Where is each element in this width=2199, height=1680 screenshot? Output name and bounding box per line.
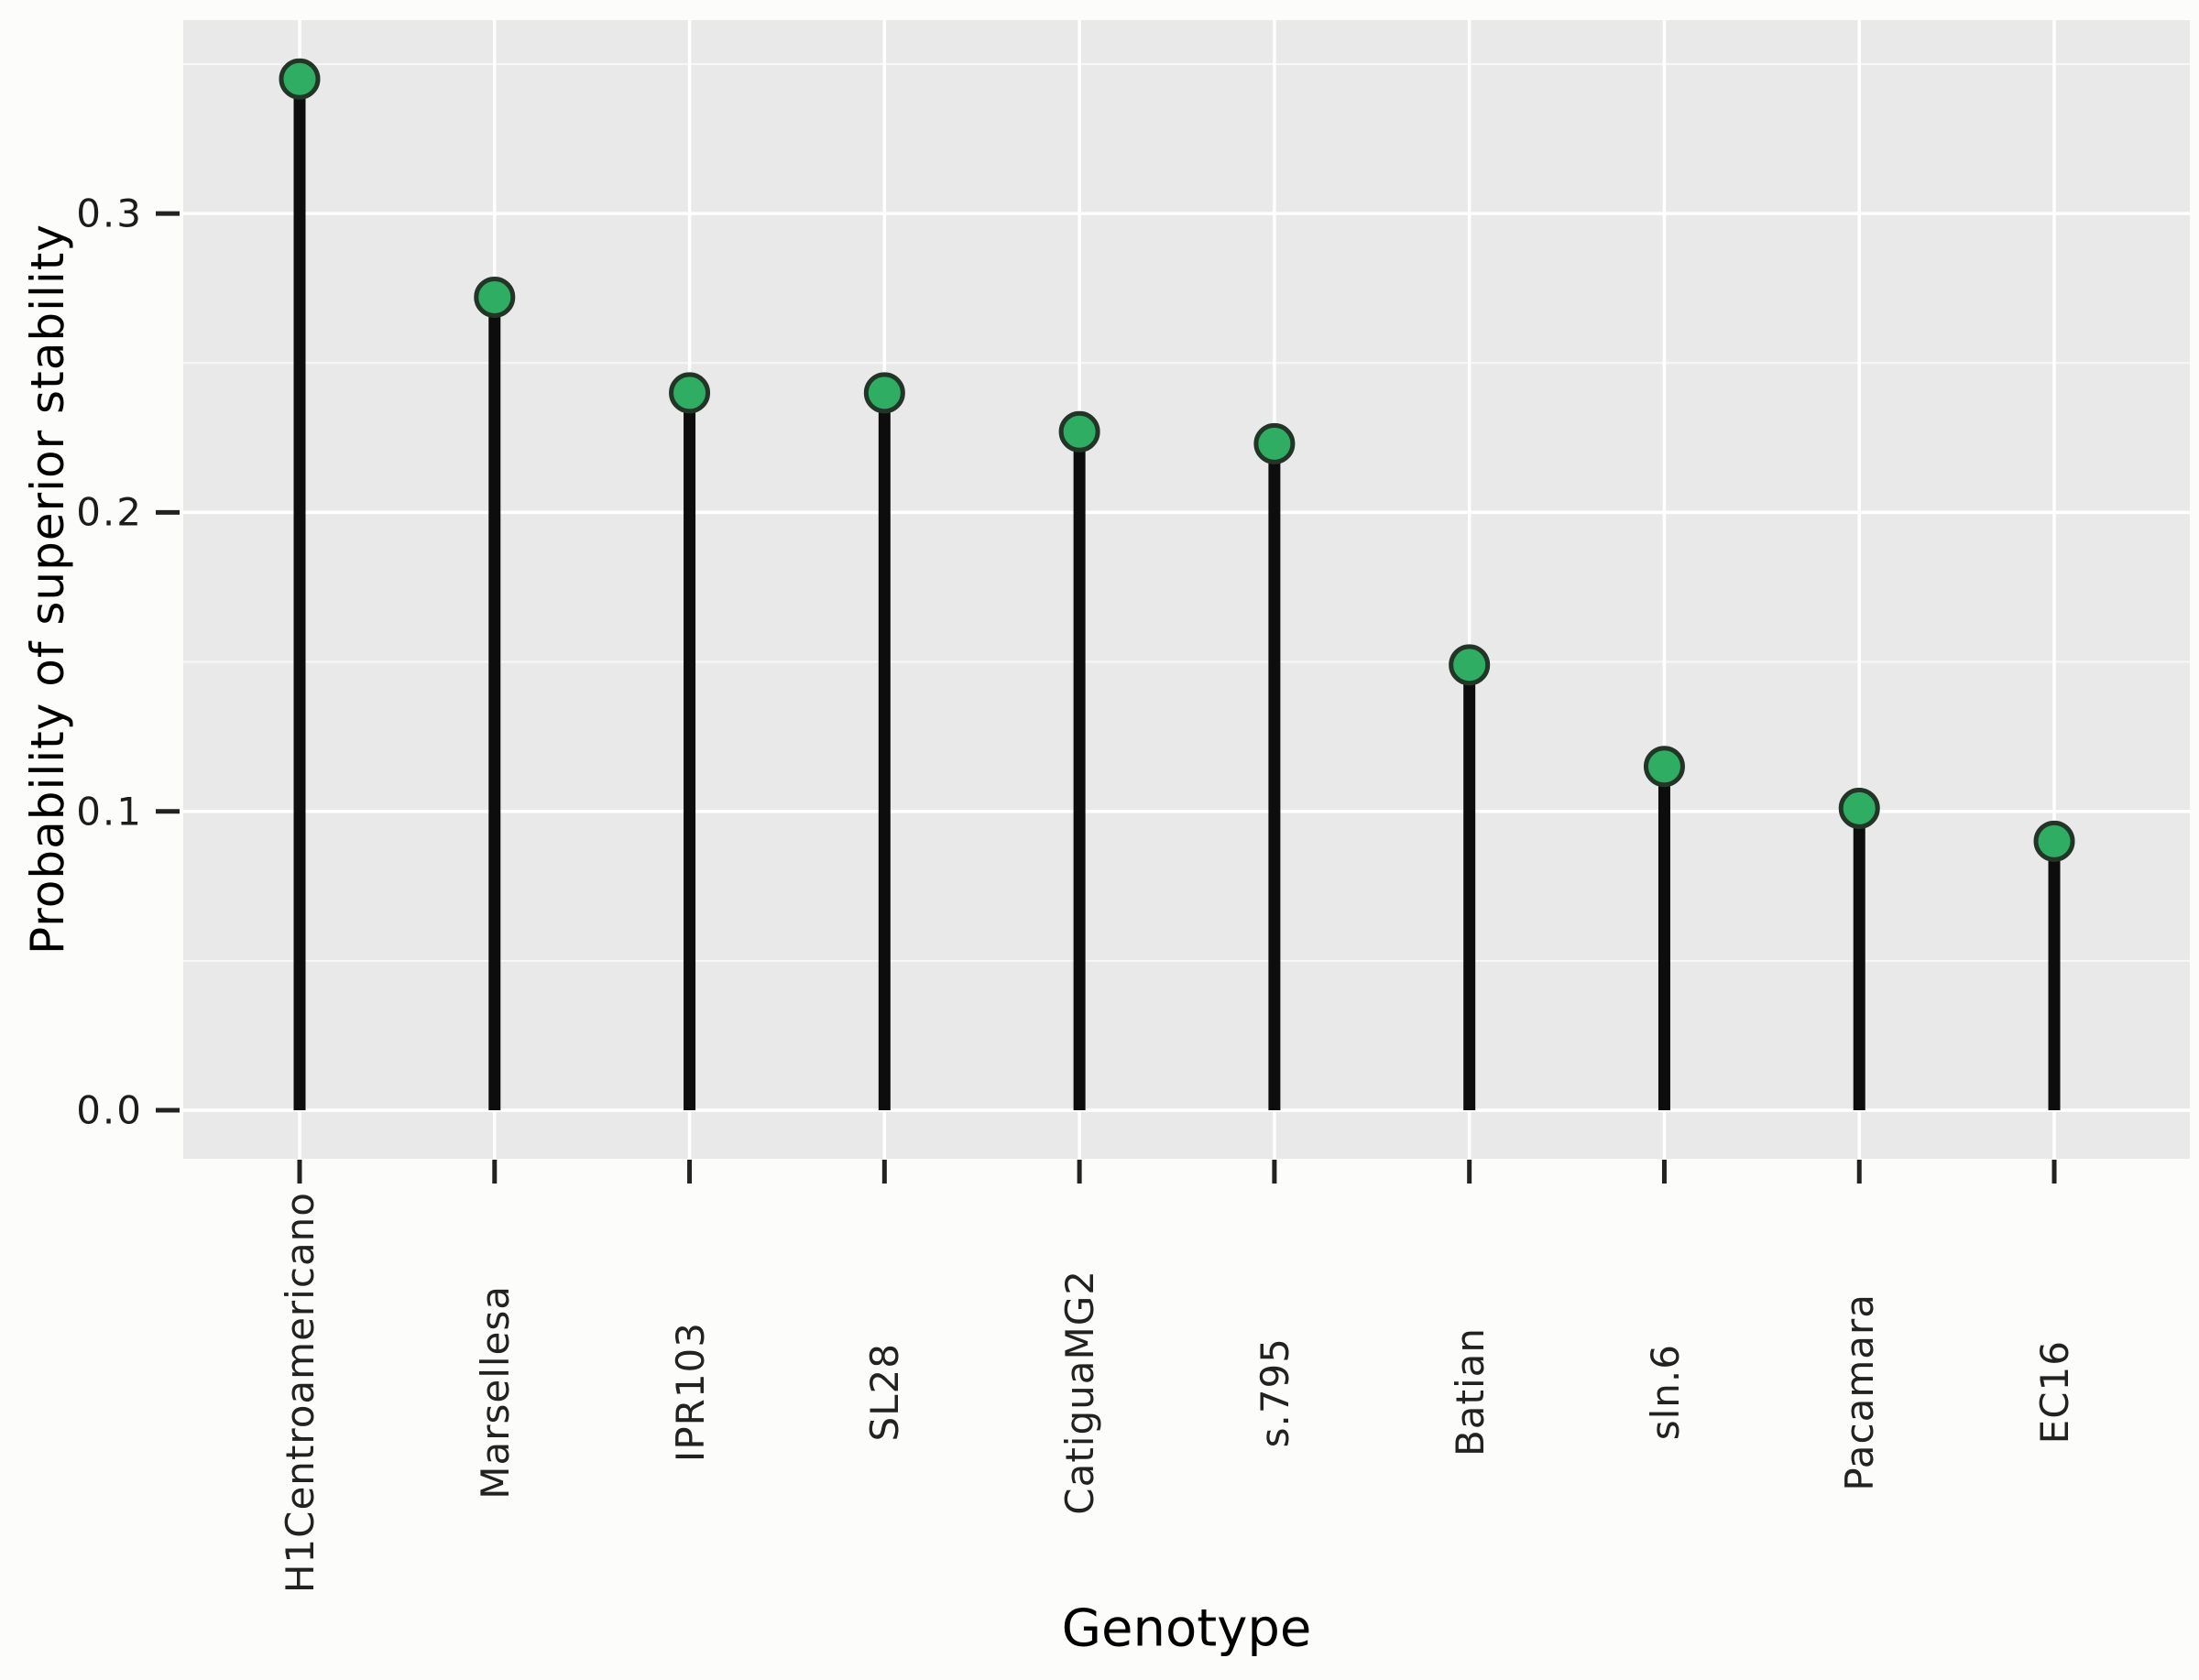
x-tick-cell: Marsellesa	[398, 1191, 592, 1594]
x-tick-label: Marsellesa	[472, 1285, 518, 1500]
panel-background	[183, 20, 2190, 1159]
x-tick-cell: CatiguaMG2	[982, 1191, 1176, 1594]
data-point	[1449, 644, 1491, 686]
x-tick-label: EC16	[2031, 1340, 2077, 1445]
data-point	[1643, 746, 1685, 788]
x-tick-label: SL28	[861, 1343, 907, 1442]
x-axis-title: Genotype	[1061, 1598, 1312, 1659]
data-point	[2033, 820, 2075, 862]
x-tick-label: IPR103	[667, 1322, 713, 1463]
x-tick-cell: H1Centroamericano	[202, 1191, 397, 1594]
y-tick-label: 0.0	[76, 1087, 143, 1133]
y-tick-label: 0.1	[76, 789, 143, 835]
x-tick-label: H1Centroamericano	[277, 1191, 323, 1594]
data-point	[474, 276, 516, 318]
data-point	[279, 58, 321, 100]
x-tick-cell: Pacamara	[1762, 1191, 1956, 1594]
x-tick-cell: sln.6	[1568, 1191, 1762, 1594]
x-tick-label: s.795	[1252, 1336, 1297, 1448]
data-point	[669, 372, 711, 414]
x-tick-label: Batian	[1447, 1327, 1493, 1457]
x-tick-cell: IPR103	[593, 1191, 787, 1594]
y-tick-label: 0.3	[76, 191, 143, 236]
x-tick-cell: Batian	[1373, 1191, 1567, 1594]
x-tick-label: sln.6	[1642, 1344, 1688, 1441]
x-tick-label: CatiguaMG2	[1056, 1270, 1102, 1515]
x-tick-cell: SL28	[787, 1191, 981, 1594]
data-point	[1838, 787, 1880, 829]
data-point	[863, 372, 905, 414]
data-point	[1253, 422, 1296, 464]
x-tick-cell: EC16	[1957, 1191, 2151, 1594]
y-tick-label: 0.2	[76, 489, 143, 535]
x-tick-label: Pacamara	[1836, 1293, 1882, 1491]
x-tick-cell: s.795	[1177, 1191, 1372, 1594]
y-axis-title: Probability of superior stability	[21, 224, 74, 955]
data-point	[1058, 410, 1100, 453]
